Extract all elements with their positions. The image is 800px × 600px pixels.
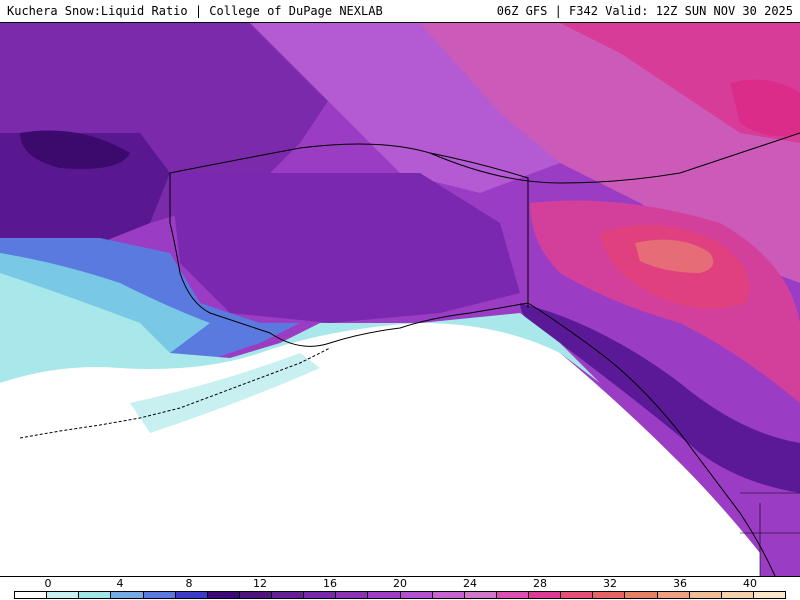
us-canada-states [740,492,800,576]
field-deep-dark [20,130,130,169]
colorbar-swatch [207,592,240,598]
colorbar-swatch [239,592,272,598]
field-interior-purple [170,173,520,323]
colorbar-swatch [593,592,626,598]
colorbar-swatch [432,592,465,598]
colorbar-swatch [657,592,690,598]
field-ocean-white [0,323,760,576]
colorbar-swatch [15,592,48,598]
product-title: Kuchera Snow:Liquid Ratio | College of D… [7,4,383,18]
colorbar-bar [14,591,786,599]
colorbar-tick: 4 [116,577,124,590]
colorbar: 0 4 8 12 16 20 24 28 32 36 40 [0,577,800,600]
field-east-magenta [530,200,800,403]
colorbar-tick: 16 [323,577,337,590]
colorbar-swatch [496,592,529,598]
colorbar-tick: 28 [533,577,547,590]
colorbar-swatch [304,592,337,598]
coastline-aleutians [19,347,331,439]
field-east-salmon [635,239,714,273]
model-run-label: 06Z GFS | F342 Valid: 12Z SUN NOV 30 202… [496,4,793,18]
colorbar-swatch [689,592,722,598]
field-ne-hot [730,79,800,137]
colorbar-tick: 36 [673,577,687,590]
colorbar-tick: 40 [743,577,757,590]
colorbar-swatch [336,592,369,598]
colorbar-tick: 32 [603,577,617,590]
colorbar-swatch [400,592,433,598]
colorbar-swatch [272,592,305,598]
colorbar-tick: 24 [463,577,477,590]
colorbar-swatch [625,592,658,598]
colorbar-swatch [79,592,112,598]
colorbar-swatch [464,592,497,598]
colorbar-swatch [721,592,754,598]
colorbar-swatch [47,592,80,598]
colorbar-ticks: 0 4 8 12 16 20 24 28 32 36 40 [0,577,800,590]
coastline-arctic [429,132,800,184]
colorbar-swatch [561,592,594,598]
colorbar-swatch [529,592,562,598]
colorbar-tick: 0 [44,577,52,590]
colorbar-swatch [753,592,785,598]
colorbar-tick: 8 [185,577,193,590]
colorbar-swatch [368,592,401,598]
colorbar-tick: 12 [253,577,267,590]
field-se-dark [520,303,800,493]
coastline-alaska [169,143,529,347]
colorbar-swatch [143,592,176,598]
map-header: Kuchera Snow:Liquid Ratio | College of D… [0,0,800,23]
coastline-southeast [527,302,776,576]
colorbar-swatch [175,592,208,598]
colorbar-tick: 20 [393,577,407,590]
colorbar-swatch [111,592,144,598]
snow-ratio-map [0,23,800,577]
